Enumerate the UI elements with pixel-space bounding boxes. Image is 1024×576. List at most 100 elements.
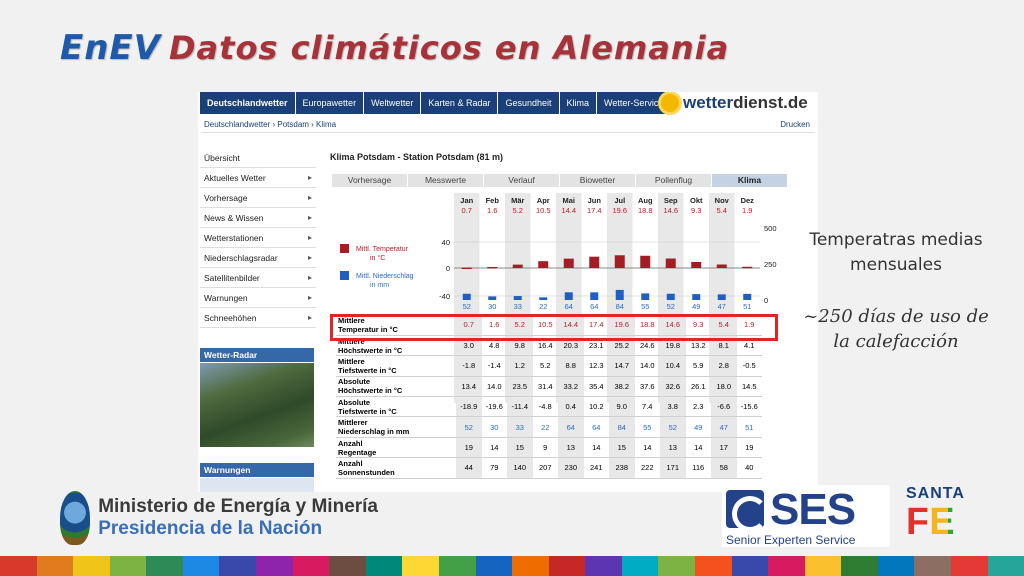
tab-verlauf[interactable]: Verlauf bbox=[484, 174, 560, 187]
table-cell: 15 bbox=[609, 437, 635, 459]
table-cell: 9.0 bbox=[609, 396, 635, 418]
left-axis-tick: 0 bbox=[446, 264, 450, 273]
strip-segment bbox=[585, 556, 622, 576]
temperature-bar bbox=[461, 267, 472, 270]
sidebar-item-warnungen[interactable]: Warnungen ▸ bbox=[200, 288, 316, 308]
nav-deutschlandwetter[interactable]: Deutschlandwetter bbox=[200, 92, 295, 114]
table-cell: 38.2 bbox=[609, 376, 635, 398]
nav-wetter-service[interactable]: Wetter-Service bbox=[597, 92, 671, 114]
website-screenshot: Deutschlandwetter Europawetter Weltwette… bbox=[198, 92, 818, 492]
nav-karten-radar[interactable]: Karten & Radar bbox=[421, 92, 498, 114]
table-cell: 9.3 bbox=[685, 315, 711, 336]
table-cell: 51 bbox=[736, 416, 762, 438]
nav-weltwetter[interactable]: Weltwetter bbox=[364, 92, 421, 114]
temperature-value-label: 0.7 bbox=[462, 206, 472, 215]
strip-segment bbox=[731, 556, 769, 576]
strip-segment bbox=[841, 556, 878, 576]
sidebar-item-label: Satellitenbilder bbox=[204, 273, 260, 283]
strip-segment bbox=[365, 556, 403, 576]
sidebar-item-niederschlagsradar[interactable]: Niederschlagsradar ▸ bbox=[200, 248, 316, 268]
sidebar-item-news[interactable]: News & Wissen ▸ bbox=[200, 208, 316, 228]
nav-gesundheit[interactable]: Gesundheit bbox=[498, 92, 559, 114]
table-cell: 23.5 bbox=[507, 376, 533, 398]
sidebar-item-uebersicht[interactable]: Übersicht bbox=[200, 148, 316, 168]
temperature-bar bbox=[742, 266, 753, 269]
table-cell: -4.8 bbox=[532, 396, 558, 418]
strip-segment bbox=[877, 556, 915, 576]
climate-table: Mittlere Temperatur in °C 0.7 1.6 5.2 10.5 14.… bbox=[336, 315, 762, 479]
print-link[interactable]: Drucken bbox=[780, 120, 810, 129]
precipitation-bar bbox=[692, 294, 701, 300]
strip-segment bbox=[694, 556, 732, 576]
right-axis-tick: 250 bbox=[764, 260, 777, 269]
table-cell: 64 bbox=[583, 416, 609, 438]
warnings-heading[interactable]: Warnungen bbox=[200, 463, 314, 477]
strip-segment bbox=[987, 556, 1024, 576]
temperature-bar bbox=[716, 264, 727, 268]
divider bbox=[202, 132, 814, 133]
nav-europawetter[interactable]: Europawetter bbox=[295, 92, 364, 114]
strip-segment bbox=[512, 556, 549, 576]
slide-title: EnEV Datos climáticos en Alemania bbox=[60, 28, 729, 68]
strip-segment bbox=[73, 556, 110, 576]
table-cell: 5.2 bbox=[532, 355, 558, 377]
sidebar-item-label: Warnungen bbox=[204, 293, 248, 303]
breadcrumb[interactable]: Deutschlandwetter › Potsdam › Klima bbox=[204, 120, 337, 129]
month-label: Mär bbox=[511, 196, 524, 205]
sidebar-item-schneehoehen[interactable]: Schneehöhen ▸ bbox=[200, 308, 316, 328]
sidebar-item-satellitenbilder[interactable]: Satellitenbilder ▸ bbox=[200, 268, 316, 288]
tab-bar: Vorhersage Messwerte Verlauf Biowetter P… bbox=[332, 174, 788, 187]
note-title: Temperatras medias mensuales bbox=[809, 230, 983, 275]
table-row: Anzahl Regentage 19 14 15 9 13 14 15 14 13 14 17 19 bbox=[336, 437, 762, 459]
wetterdienst-logo[interactable]: wetterdienst.de bbox=[661, 92, 808, 114]
temperature-bar bbox=[589, 256, 600, 268]
strip-segment bbox=[621, 556, 659, 576]
tab-biowetter[interactable]: Biowetter bbox=[560, 174, 636, 187]
tab-klima[interactable]: Klima bbox=[712, 174, 788, 187]
precipitation-bar bbox=[539, 297, 548, 300]
precipitation-bar bbox=[615, 289, 624, 300]
table-cell: 49 bbox=[685, 416, 711, 438]
tab-messwerte[interactable]: Messwerte bbox=[408, 174, 484, 187]
table-cell: 14.4 bbox=[558, 315, 584, 336]
tab-vorhersage[interactable]: Vorhersage bbox=[332, 174, 408, 187]
presidency-name: Presidencia de la Nación bbox=[98, 517, 323, 539]
table-cell: 55 bbox=[634, 416, 660, 438]
sidebar-item-vorhersage[interactable]: Vorhersage ▸ bbox=[200, 188, 316, 208]
table-cell: -18.9 bbox=[456, 396, 482, 418]
precipitation-value-label: 49 bbox=[692, 302, 700, 311]
row-label: Anzahl Sonnenstunden bbox=[336, 457, 456, 479]
strip-segment bbox=[329, 556, 366, 576]
radar-map-image[interactable] bbox=[200, 363, 314, 447]
strip-segment bbox=[804, 556, 842, 576]
table-cell: 5.4 bbox=[711, 315, 737, 336]
sidebar-item-aktuelles-wetter[interactable]: Aktuelles Wetter ▸ bbox=[200, 168, 316, 188]
sidebar-item-wetterstationen[interactable]: Wetterstationen ▸ bbox=[200, 228, 316, 248]
table-cell: 79 bbox=[481, 457, 507, 479]
table-cell: 0.4 bbox=[558, 396, 584, 418]
table-cell: 35.4 bbox=[583, 376, 609, 398]
table-cell: 26.1 bbox=[685, 376, 711, 398]
tab-pollenflug[interactable]: Pollenflug bbox=[636, 174, 712, 187]
table-cell: 230 bbox=[558, 457, 584, 479]
table-cell: 7.4 bbox=[634, 396, 660, 418]
strip-segment bbox=[438, 556, 476, 576]
chevron-right-icon: ▸ bbox=[307, 193, 312, 202]
note-text: ~250 días de uso de la calefacción bbox=[803, 306, 989, 352]
month-label: Nov bbox=[715, 196, 730, 205]
month-label: Apr bbox=[537, 196, 550, 205]
table-cell: 5.9 bbox=[685, 355, 711, 377]
legend-precipitation-label: Mittl. Niederschlag bbox=[356, 273, 414, 280]
precipitation-bar bbox=[513, 296, 522, 300]
temperature-value-label: 1.9 bbox=[742, 206, 752, 215]
radar-heading[interactable]: Wetter-Radar bbox=[200, 348, 314, 362]
table-cell: 1.6 bbox=[481, 315, 507, 336]
nav-klima[interactable]: Klima bbox=[559, 92, 597, 114]
top-nav: Deutschlandwetter Europawetter Weltwette… bbox=[200, 92, 818, 114]
temperature-value-label: 1.6 bbox=[487, 206, 497, 215]
month-label: Sep bbox=[664, 196, 678, 205]
table-cell: 17 bbox=[711, 437, 737, 459]
table-cell: 13.4 bbox=[456, 376, 482, 398]
table-cell: 58 bbox=[711, 457, 737, 479]
temperature-value-label: 17.4 bbox=[587, 206, 602, 215]
